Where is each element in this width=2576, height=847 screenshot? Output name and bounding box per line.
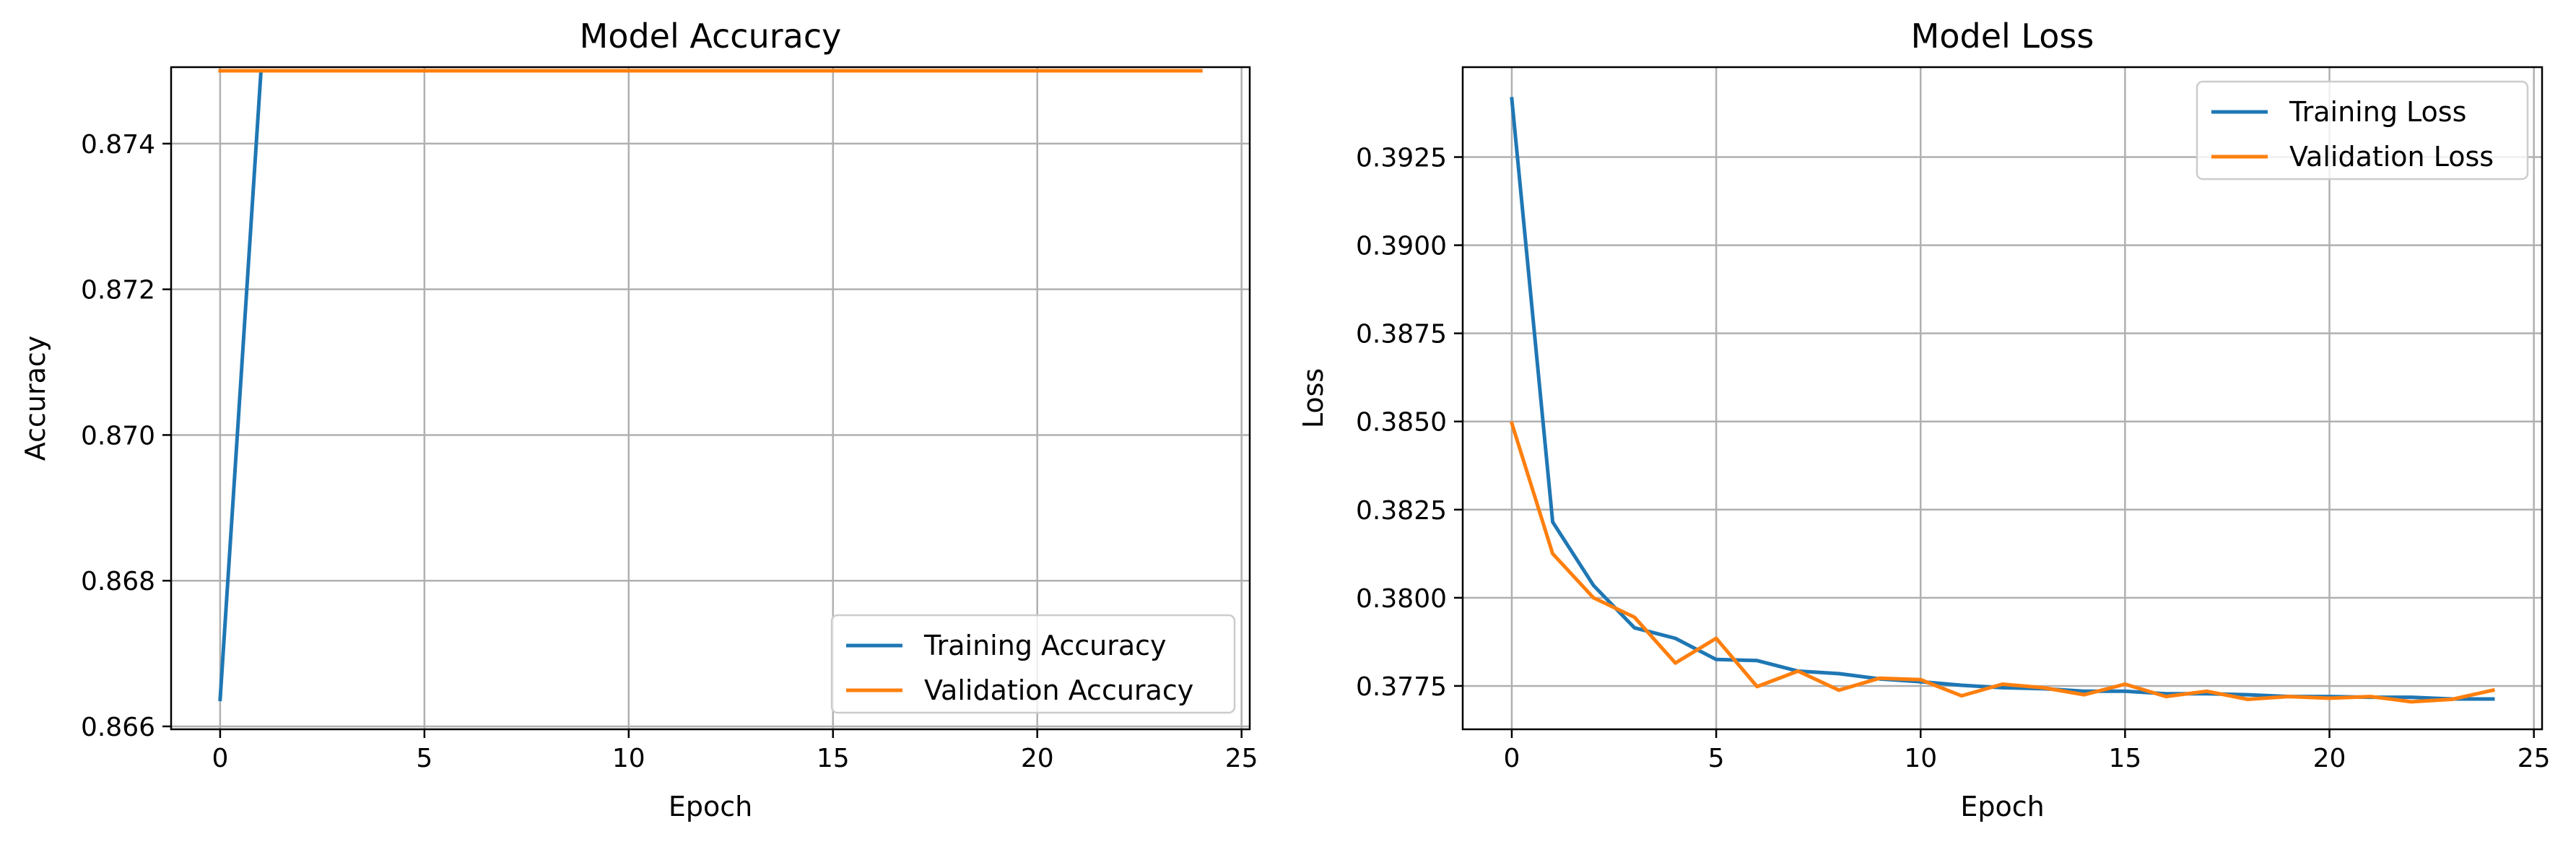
y-tick-label: 0.866	[81, 713, 155, 742]
x-tick-label: 15	[2108, 744, 2141, 773]
legend-label: Validation Loss	[2289, 141, 2494, 173]
legend-label: Training Accuracy	[923, 630, 1167, 661]
y-tick-label: 0.3800	[1356, 584, 1447, 614]
x-axis-label: Epoch	[669, 791, 752, 822]
x-tick-label: 5	[416, 744, 432, 773]
chart-title: Model Accuracy	[580, 17, 842, 56]
chart-panel-2: 0 5 10 15 20 25 0.3775 0.3800 0.3825 0.3850 0.3875…	[1297, 17, 2551, 822]
y-tick-label: 0.870	[81, 421, 155, 451]
plot-frame	[170, 66, 1251, 731]
chart-panel-1: 0 5 10 15 20 25 0.866 0.868 0.870 0.872 0.874 Model…	[19, 17, 1258, 822]
y-tick-label: 0.3850	[1356, 408, 1447, 438]
x-tick-label: 0	[1504, 744, 1520, 773]
x-tick-label: 20	[1021, 744, 1054, 773]
y-tick-label: 0.3900	[1356, 232, 1447, 261]
x-tick-label: 0	[212, 744, 228, 773]
y-tick-label: 0.3925	[1356, 144, 1447, 173]
legend-box	[830, 614, 1236, 714]
y-tick-label: 0.874	[81, 130, 155, 160]
series-line-validation-loss	[1509, 421, 2495, 704]
x-tick-label: 5	[1708, 744, 1725, 773]
x-tick-label: 25	[1225, 744, 1258, 773]
legend: Training Accuracy Validation Accuracy	[830, 614, 1236, 714]
legend-box	[2196, 80, 2529, 181]
x-tick-label: 25	[2518, 744, 2551, 773]
chart-title: Model Loss	[1911, 17, 2094, 56]
x-tick-label: 20	[2313, 744, 2346, 773]
y-tick-label: 0.3875	[1356, 320, 1447, 349]
y-tick-label: 0.3775	[1356, 672, 1447, 702]
series-line-training-accuracy	[218, 69, 1203, 702]
x-axis-label: Epoch	[1960, 791, 2044, 822]
y-axis-label: Accuracy	[19, 336, 51, 461]
legend-label: Training Loss	[2289, 96, 2466, 128]
plot-frame	[1461, 66, 2544, 731]
legend: Training Loss Validation Loss	[2196, 80, 2529, 181]
y-tick-label: 0.868	[81, 567, 155, 596]
y-axis-label: Loss	[1297, 368, 1329, 428]
y-tick-label: 0.3825	[1356, 496, 1447, 526]
y-tick-label: 0.872	[81, 276, 155, 305]
x-tick-label: 15	[817, 744, 850, 773]
series-line-training-loss	[1510, 97, 2495, 701]
x-tick-label: 10	[612, 744, 645, 773]
legend-label: Validation Accuracy	[924, 674, 1193, 706]
x-tick-label: 10	[1904, 744, 1937, 773]
